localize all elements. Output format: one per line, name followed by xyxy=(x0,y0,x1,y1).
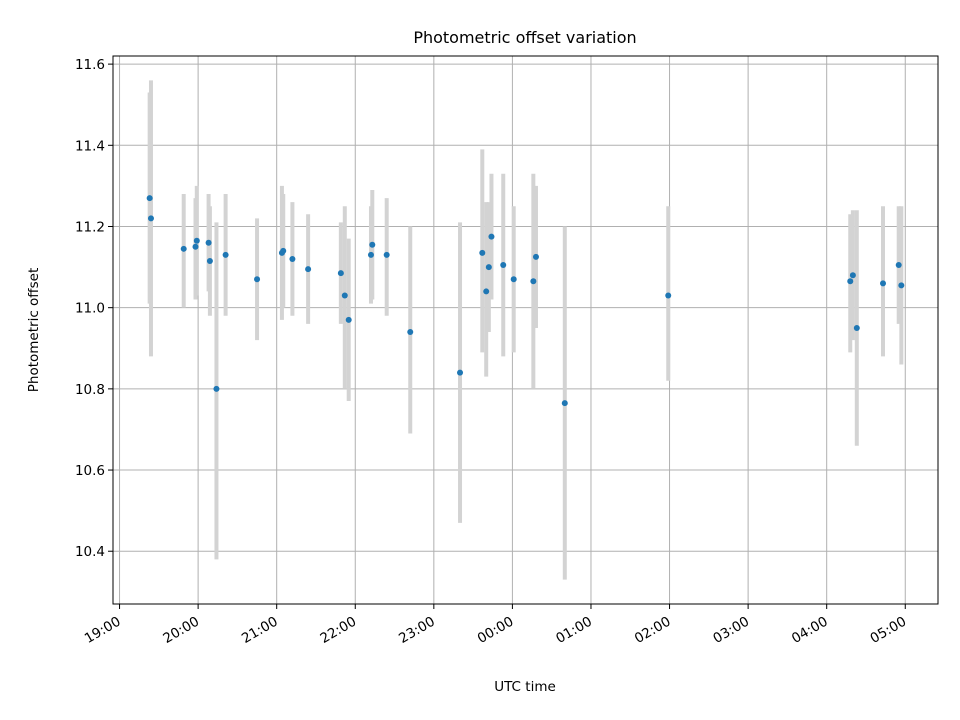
chart-title: Photometric offset variation xyxy=(413,28,636,47)
y-tick-label: 11.6 xyxy=(75,57,105,73)
data-point xyxy=(483,288,490,295)
data-point xyxy=(222,251,229,258)
data-point xyxy=(383,251,390,258)
data-point xyxy=(193,237,200,244)
y-tick-label: 10.8 xyxy=(75,382,105,398)
data-point xyxy=(146,195,153,202)
data-point xyxy=(665,292,672,299)
x-axis-label: UTC time xyxy=(494,679,556,695)
data-point xyxy=(192,243,199,250)
data-point xyxy=(895,262,902,269)
data-point xyxy=(407,329,414,336)
data-point xyxy=(280,247,287,254)
data-point xyxy=(305,266,312,273)
data-point xyxy=(847,278,854,285)
plot-frame xyxy=(112,55,939,605)
data-point xyxy=(254,276,261,283)
data-point xyxy=(206,257,213,264)
data-point xyxy=(213,385,220,392)
data-point xyxy=(880,280,886,287)
data-point xyxy=(369,241,376,248)
y-tick-label: 10.4 xyxy=(75,544,105,560)
y-tick-label: 11.4 xyxy=(75,138,105,154)
data-point xyxy=(341,292,348,299)
data-point xyxy=(488,233,495,240)
data-point xyxy=(345,316,352,323)
data-point xyxy=(530,278,537,285)
y-tick-label: 10.6 xyxy=(75,463,105,479)
data-point xyxy=(510,276,517,283)
y-axis-label: Photometric offset xyxy=(26,268,42,392)
data-point xyxy=(479,249,486,256)
data-point xyxy=(532,253,539,260)
data-point xyxy=(898,282,905,289)
data-points xyxy=(146,195,905,407)
data-point xyxy=(849,272,856,279)
data-point xyxy=(180,245,187,252)
data-point xyxy=(289,255,296,262)
data-point xyxy=(561,400,568,407)
grid xyxy=(113,56,938,604)
data-point xyxy=(337,270,344,277)
data-point xyxy=(457,369,464,376)
data-point xyxy=(205,239,212,246)
data-point xyxy=(853,324,860,331)
data-point xyxy=(500,262,507,269)
data-point xyxy=(485,264,492,271)
data-point xyxy=(147,215,154,222)
data-point xyxy=(367,251,374,258)
y-tick-label: 11.0 xyxy=(75,301,105,317)
y-tick-label: 11.2 xyxy=(75,219,105,235)
y-axis-ticks: 10.4 10.6 10.8 11.0 11.2 11.4 11.6 xyxy=(75,57,113,560)
